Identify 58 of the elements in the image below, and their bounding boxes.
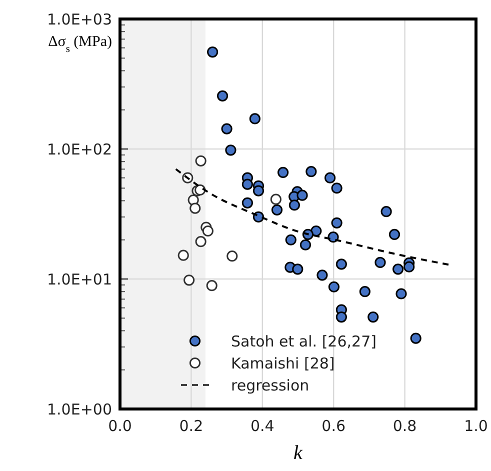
point	[288, 200, 300, 211]
point	[278, 166, 289, 178]
y-tick-label: 1.0E+02	[47, 140, 112, 158]
point	[336, 311, 347, 323]
point	[285, 234, 296, 246]
x-tick-label: 0.0	[108, 417, 132, 435]
point	[359, 286, 370, 298]
point	[331, 182, 342, 194]
y-tick-label: 1.0E+01	[47, 270, 112, 288]
point	[225, 144, 236, 156]
x-tick-label: 0.4	[250, 417, 274, 435]
point	[331, 217, 342, 228]
point	[206, 280, 218, 292]
point	[270, 194, 282, 205]
point	[292, 264, 304, 275]
point	[216, 90, 228, 102]
y-tick-label: 1.0E+00	[47, 400, 112, 418]
point	[306, 166, 317, 178]
point	[368, 311, 379, 323]
legend-label: Satoh et al. [26,27]	[231, 332, 376, 350]
point	[380, 206, 392, 218]
point	[242, 178, 253, 190]
x-tick-label: 0.8	[392, 417, 417, 435]
point	[252, 185, 264, 196]
point	[242, 197, 253, 208]
y-tick-label: 1.0E+03	[47, 10, 112, 28]
point	[404, 261, 415, 272]
point	[195, 155, 206, 166]
point	[195, 236, 206, 248]
point	[328, 232, 339, 243]
legend-label: Kamaishi [28]	[231, 354, 335, 372]
point	[374, 256, 386, 268]
point	[296, 190, 308, 201]
point	[221, 123, 232, 134]
point	[336, 258, 347, 270]
point	[207, 46, 218, 58]
point	[388, 228, 400, 240]
point	[178, 250, 189, 261]
point	[324, 172, 336, 184]
y-axis-title: Δσ$_{s}$ (MPa)	[48, 34, 112, 54]
point	[184, 274, 195, 286]
point	[316, 270, 328, 281]
legend-label: regression	[231, 376, 310, 394]
x-axis-title: k	[294, 442, 304, 464]
point	[249, 113, 260, 124]
point	[202, 225, 214, 237]
x-tick-label: 0.6	[322, 417, 346, 435]
point	[396, 288, 407, 300]
point	[392, 264, 404, 275]
point	[190, 202, 201, 214]
point	[226, 250, 238, 262]
point	[271, 204, 283, 216]
point	[194, 184, 206, 196]
point	[328, 281, 340, 292]
x-tick-label: 1.0	[464, 417, 488, 435]
point	[300, 239, 312, 250]
point	[410, 332, 422, 344]
x-tick-label: 0.2	[179, 417, 204, 435]
